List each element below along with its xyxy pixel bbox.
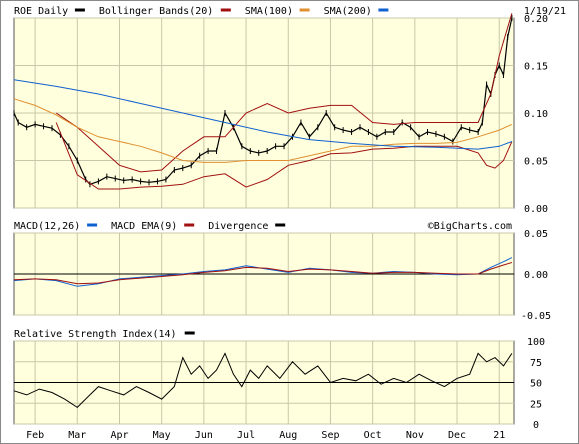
series-line-bollinger-upper <box>55 13 513 173</box>
series-line-rsi-14- <box>13 352 513 409</box>
series-line-bollinger-lower <box>55 122 513 190</box>
y-tick-label: 25 <box>530 399 542 410</box>
x-tick-label: Jun <box>195 430 213 441</box>
y-tick-label: 0.00 <box>524 270 548 281</box>
x-tick-label: Apr <box>110 430 128 441</box>
y-tick-label: -0.05 <box>521 311 551 322</box>
y-tick-label: 0.00 <box>524 204 548 215</box>
legend-label: MACD(12,26) <box>14 221 80 232</box>
x-tick-label: Nov <box>406 430 424 441</box>
y-tick-label: 0.05 <box>524 157 548 168</box>
panel-header-price <box>1 3 578 18</box>
y-tick-label: 0.10 <box>524 109 548 120</box>
date-label: 1/19/21 <box>524 6 566 17</box>
legend-label: Bollinger Bands(20) <box>99 6 213 17</box>
legend-label: Divergence <box>208 221 268 232</box>
legend-label: MACD EMA(9) <box>111 221 177 232</box>
y-tick-label: 0.20 <box>524 14 548 25</box>
x-tick-label: Sep <box>321 430 339 441</box>
watermark: ©BigCharts.com <box>428 221 512 232</box>
x-tick-label: Feb <box>26 430 44 441</box>
panel-header-rsi <box>1 326 578 341</box>
y-tick-label: 0.05 <box>524 229 548 240</box>
y-tick-label: 100 <box>527 337 545 348</box>
x-tick-label: Dec <box>448 430 466 441</box>
x-tick-label: 21 <box>493 430 505 441</box>
series-line-macd-12-26- <box>13 257 513 287</box>
y-tick-label: 0.15 <box>524 62 548 73</box>
x-tick-label: Oct <box>364 430 382 441</box>
x-tick-label: Aug <box>279 430 297 441</box>
series-line-sma-200- <box>13 79 513 150</box>
x-tick-label: May <box>153 430 171 441</box>
legend-label: Relative Strength Index(14) <box>14 329 177 340</box>
y-tick-label: 75 <box>530 358 542 369</box>
series-line-sma-100- <box>13 98 513 163</box>
legend-label: ROE Daily <box>14 6 68 17</box>
series-line-macd-ema-9- <box>13 262 513 285</box>
x-tick-label: Mar <box>68 430 86 441</box>
y-tick-label: 50 <box>530 379 542 390</box>
y-tick-label: 0 <box>533 420 539 431</box>
x-tick-label: Jul <box>237 430 255 441</box>
legend-label: SMA(200) <box>324 6 372 17</box>
panel-header-macd <box>1 218 578 233</box>
legend-label: SMA(100) <box>245 6 293 17</box>
